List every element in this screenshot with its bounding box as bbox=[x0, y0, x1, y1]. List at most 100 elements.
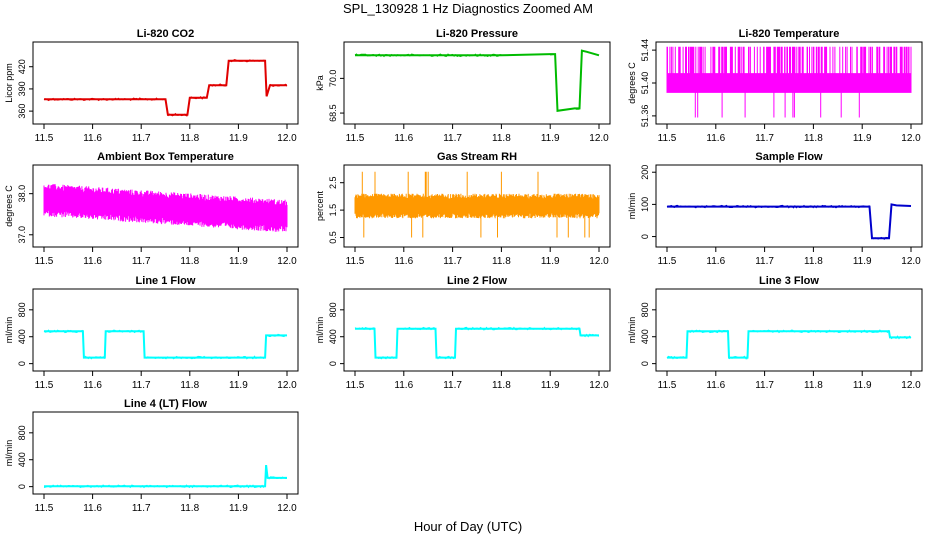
y-axis-label: ml/min bbox=[627, 193, 637, 220]
panel-title: Line 4 (LT) Flow bbox=[124, 398, 207, 410]
x-tick-label: 11.7 bbox=[755, 133, 774, 144]
series-band bbox=[666, 46, 912, 118]
x-tick-label: 11.9 bbox=[541, 380, 560, 391]
series-line bbox=[355, 327, 599, 359]
y-tick-label: 0 bbox=[328, 361, 338, 366]
panel-title: Gas Stream RH bbox=[437, 151, 517, 163]
plot-frame bbox=[343, 288, 611, 372]
x-tick-label: 11.6 bbox=[706, 133, 725, 144]
chart-panel: Li-820 Temperature 11.5 11.6 11.7 11.8 11.9 12… bbox=[627, 28, 923, 144]
plot-frame bbox=[343, 164, 611, 248]
x-tick-label: 12.0 bbox=[589, 256, 609, 267]
x-tick-label: 12.0 bbox=[277, 503, 297, 514]
plot-frame bbox=[32, 411, 299, 495]
series-noise bbox=[666, 329, 912, 360]
x-tick-label: 11.6 bbox=[83, 256, 102, 267]
x-tick-label: 11.7 bbox=[132, 503, 151, 514]
y-axis-label: percent bbox=[315, 190, 325, 221]
x-tick-label: 11.9 bbox=[229, 503, 248, 514]
x-tick-label: 11.9 bbox=[541, 256, 560, 267]
x-tick-label: 11.7 bbox=[755, 256, 774, 267]
y-tick-label: 70.0 bbox=[328, 70, 338, 88]
x-tick-label: 11.8 bbox=[180, 133, 199, 144]
y-axis-label: ml/min bbox=[627, 317, 637, 344]
x-tick-label: 11.5 bbox=[35, 256, 54, 267]
y-tick-label: 0 bbox=[640, 234, 650, 239]
panel-title: Line 2 Flow bbox=[447, 275, 507, 287]
chart-panel: Li-820 CO2 11.5 11.6 11.7 11.8 11.9 12.0 360 390… bbox=[4, 28, 299, 144]
y-tick-label: 51.40 bbox=[640, 72, 650, 95]
x-tick-label: 11.6 bbox=[394, 133, 413, 144]
y-tick-label: 800 bbox=[17, 302, 27, 317]
chart-panel: Line 1 Flow 11.5 11.6 11.7 11.8 11.9 12.0 0 400 8… bbox=[4, 275, 299, 391]
x-tick-label: 11.6 bbox=[394, 256, 413, 267]
series-line bbox=[355, 49, 600, 112]
x-tick-label: 11.5 bbox=[658, 256, 677, 267]
series-line bbox=[44, 464, 287, 488]
x-tick-label: 11.7 bbox=[443, 380, 462, 391]
x-tick-label: 11.8 bbox=[492, 380, 511, 391]
x-tick-label: 12.0 bbox=[277, 256, 297, 267]
x-tick-label: 11.7 bbox=[132, 380, 151, 391]
x-tick-label: 11.9 bbox=[229, 256, 248, 267]
figure-xlabel: Hour of Day (UTC) bbox=[414, 519, 522, 534]
plot-frame bbox=[655, 164, 923, 248]
x-tick-label: 11.9 bbox=[853, 256, 872, 267]
x-tick-label: 11.8 bbox=[492, 133, 511, 144]
x-tick-label: 12.0 bbox=[277, 133, 297, 144]
panel-title: Li-820 Temperature bbox=[739, 28, 840, 40]
y-tick-label: 400 bbox=[640, 329, 650, 344]
y-tick-label: 400 bbox=[17, 329, 27, 344]
x-tick-label: 12.0 bbox=[901, 256, 921, 267]
chart-panel: Line 4 (LT) Flow 11.5 11.6 11.7 11.8 11.9 12.0… bbox=[4, 398, 299, 514]
x-tick-label: 11.5 bbox=[658, 133, 677, 144]
x-tick-label: 11.5 bbox=[35, 133, 54, 144]
x-tick-label: 11.7 bbox=[755, 380, 774, 391]
figure-title: SPL_130928 1 Hz Diagnostics Zoomed AM bbox=[343, 1, 593, 16]
chart-panel: Line 3 Flow 11.5 11.6 11.7 11.8 11.9 12.0 0 400 8… bbox=[627, 275, 923, 391]
x-tick-label: 11.8 bbox=[804, 256, 823, 267]
x-tick-label: 12.0 bbox=[901, 133, 921, 144]
y-axis-label: ml/min bbox=[315, 317, 325, 344]
y-tick-label: 400 bbox=[328, 329, 338, 344]
plot-frame bbox=[32, 288, 299, 372]
y-tick-label: 200 bbox=[640, 165, 650, 180]
y-tick-label: 360 bbox=[17, 104, 27, 119]
y-tick-label: 38.0 bbox=[17, 185, 27, 203]
series-line bbox=[667, 330, 911, 359]
x-tick-label: 11.7 bbox=[443, 256, 462, 267]
x-tick-label: 12.0 bbox=[277, 380, 297, 391]
y-tick-label: 51.44 bbox=[640, 39, 650, 62]
panel-title: Ambient Box Temperature bbox=[97, 151, 234, 163]
x-tick-label: 11.9 bbox=[229, 133, 248, 144]
y-tick-label: 0 bbox=[17, 484, 27, 489]
x-tick-label: 11.7 bbox=[132, 133, 151, 144]
series-band bbox=[354, 171, 600, 238]
panel-title: Line 1 Flow bbox=[136, 275, 196, 287]
chart-panel: Line 2 Flow 11.5 11.6 11.7 11.8 11.9 12.0 0 400 8… bbox=[315, 275, 611, 391]
x-tick-label: 11.6 bbox=[394, 380, 413, 391]
y-axis-label: ml/min bbox=[4, 440, 14, 467]
x-tick-label: 11.8 bbox=[492, 256, 511, 267]
x-tick-label: 11.7 bbox=[132, 256, 151, 267]
x-tick-label: 11.8 bbox=[804, 380, 823, 391]
y-tick-label: 2.5 bbox=[328, 176, 338, 189]
x-tick-label: 11.5 bbox=[346, 133, 365, 144]
panel-title: Li-820 CO2 bbox=[137, 28, 194, 40]
x-tick-label: 11.8 bbox=[180, 503, 199, 514]
series-noise bbox=[354, 326, 600, 360]
x-tick-label: 11.5 bbox=[658, 380, 677, 391]
series-line bbox=[44, 330, 287, 359]
x-tick-label: 11.5 bbox=[346, 256, 365, 267]
x-tick-label: 11.6 bbox=[83, 380, 102, 391]
x-tick-label: 11.9 bbox=[853, 380, 872, 391]
x-tick-label: 11.9 bbox=[853, 133, 872, 144]
series-noise bbox=[354, 53, 580, 110]
y-tick-label: 0 bbox=[17, 361, 27, 366]
plot-frame bbox=[343, 41, 611, 125]
x-tick-label: 11.5 bbox=[35, 503, 54, 514]
y-tick-label: 100 bbox=[640, 197, 650, 212]
plot-frame bbox=[32, 41, 299, 125]
y-tick-label: 800 bbox=[640, 302, 650, 317]
